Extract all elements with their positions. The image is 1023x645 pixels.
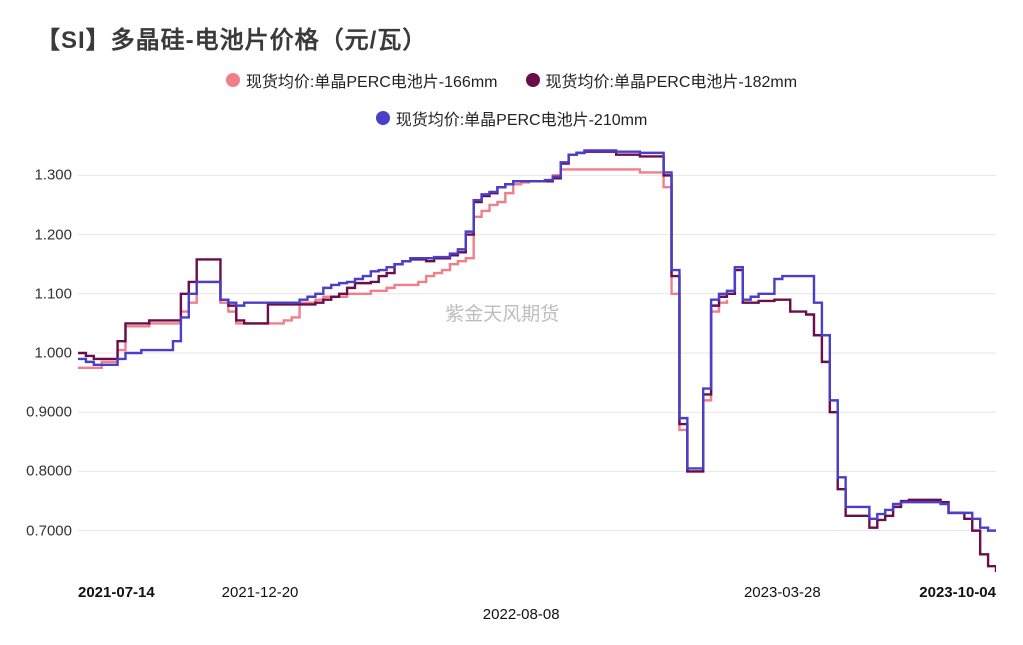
plot-area: 紫金天风期货 (78, 128, 996, 578)
x-tick-label: 2021-07-14 (78, 584, 155, 601)
x-tick-label: 2023-10-04 (919, 584, 996, 601)
chart-svg (78, 128, 996, 578)
y-tick-label: 1.100 (0, 285, 72, 302)
legend-item: 现货均价:单晶PERC电池片-166mm (226, 68, 498, 92)
legend: 现货均价:单晶PERC电池片-166mm 现货均价:单晶PERC电池片-182mm… (0, 68, 1023, 130)
y-tick-label: 0.8000 (0, 463, 72, 480)
chart-title: 【SI】多晶硅-电池片价格（元/瓦） (36, 20, 427, 55)
y-tick-label: 0.9000 (0, 404, 72, 421)
legend-dot-icon (526, 73, 540, 87)
legend-dot-icon (376, 111, 390, 125)
x-tick-label: 2022-08-08 (483, 606, 560, 623)
legend-label: 现货均价:单晶PERC电池片-182mm (546, 68, 798, 92)
y-tick-label: 1.200 (0, 226, 72, 243)
y-tick-label: 0.7000 (0, 522, 72, 539)
legend-item: 现货均价:单晶PERC电池片-182mm (526, 68, 798, 92)
legend-label: 现货均价:单晶PERC电池片-166mm (246, 68, 498, 92)
x-tick-label: 2023-03-28 (744, 584, 821, 601)
series-line (78, 151, 996, 531)
y-tick-label: 1.000 (0, 345, 72, 362)
series-line (78, 152, 996, 572)
legend-dot-icon (226, 73, 240, 87)
legend-item: 现货均价:单晶PERC电池片-210mm (376, 106, 648, 130)
x-tick-label: 2021-12-20 (222, 584, 299, 601)
legend-label: 现货均价:单晶PERC电池片-210mm (396, 106, 648, 130)
y-tick-label: 1.300 (0, 167, 72, 184)
